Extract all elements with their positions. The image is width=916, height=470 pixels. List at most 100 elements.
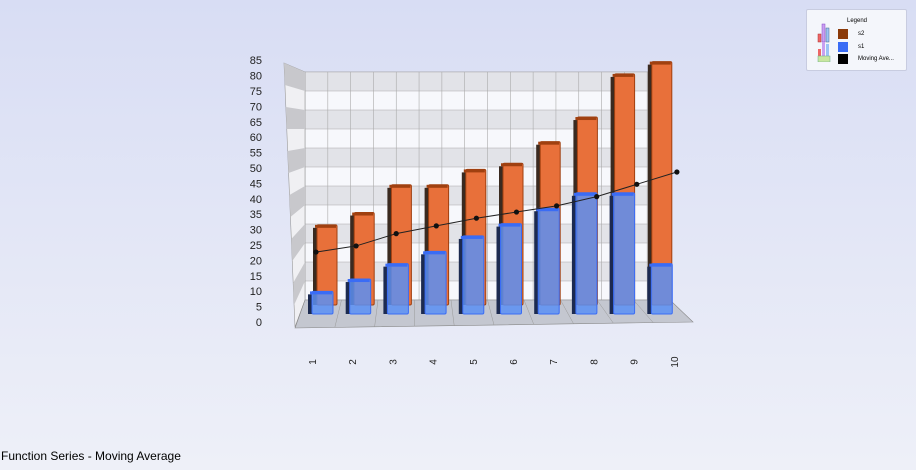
bar-side [609,195,614,314]
side-wall-band [289,186,305,217]
bar-front [462,235,485,315]
bar-top [498,223,521,227]
y-tick-label: 55 [250,148,262,160]
moving-average-point [554,203,560,209]
floor-gridline [487,299,495,326]
bar-s1 [496,223,522,315]
bar-front [575,192,598,315]
bar-top [575,117,597,121]
moving-average-point [353,243,359,249]
bar-front [349,278,372,315]
bar-front [311,290,334,315]
bar-top [536,208,559,212]
side-wall-band [285,107,305,129]
moving-average-point [393,231,399,237]
bar-front [424,250,447,315]
floor-gridline [374,299,379,327]
bar-s1 [308,290,334,315]
y-tick-label: 25 [250,240,262,252]
legend-title: Legend [847,18,868,24]
bars [308,61,673,315]
bar-top [385,263,408,267]
bar-top [573,192,596,196]
x-tick-label: 10 [670,356,681,368]
y-tick-label: 60 [250,132,262,144]
x-axis-ticks: 1 2 3 4 5 6 7 8 9 10 [308,356,681,368]
y-tick-label: 45 [250,178,262,190]
y-tick-label: 80 [250,71,262,83]
bar-side [534,211,539,314]
legend-item-s1: s1 [838,41,864,52]
y-tick-label: 20 [250,255,262,267]
floor-gridline [633,299,654,323]
bar-top [315,224,336,228]
floor-gridline [523,299,535,325]
floor-gridline [334,299,342,328]
legend-label: s2 [858,30,865,37]
x-tick-label: 6 [509,359,520,365]
floor-gridline [560,299,574,324]
y-tick-label: 65 [250,117,262,129]
bar-side [350,215,355,305]
bar-top [463,169,485,173]
moving-average-point [313,249,319,255]
bar-s1 [534,207,560,315]
y-tick-label: 15 [250,271,262,283]
bar-side [610,76,615,305]
bar-side [313,227,317,305]
bar-top [649,61,671,65]
bar-s1 [383,263,409,315]
bar-front [386,263,409,315]
bar-top [389,184,411,188]
x-tick-label: 2 [348,359,359,365]
bar-top [460,235,483,239]
moving-average-point [513,209,520,215]
bar-top [423,251,446,255]
bar-s1 [345,278,372,315]
bar-top [612,73,634,77]
moving-average-path [315,171,678,253]
floor-gridline [450,299,455,326]
y-axis-ticks: 0 5 10 15 20 25 30 35 40 45 50 55 60 65 70 75 80 85 [250,55,262,329]
y-tick-label: 30 [250,225,262,237]
bar-top [649,263,672,267]
bar-side [387,187,392,305]
x-tick-label: 3 [388,359,399,365]
bar-top [611,192,634,196]
y-tick-label: 70 [250,101,262,113]
bar-s1 [571,192,598,315]
x-tick-label: 9 [630,359,641,365]
bar-top [347,279,370,283]
bar-top [352,212,374,216]
bar-s1 [647,263,673,315]
bar-top [538,141,560,145]
y-tick-label: 85 [250,55,262,67]
y-tick-label: 10 [250,286,262,298]
x-tick-label: 7 [549,359,560,365]
moving-average-point [674,169,680,175]
bar-side [496,226,501,314]
bar-side [647,266,652,314]
bar-side [383,266,388,314]
bar-top [501,163,522,167]
y-tick-label: 75 [250,86,262,98]
legend-label: s1 [858,43,865,50]
chart-title: Function Series - Moving Average [1,449,181,463]
bar-side [458,238,463,314]
y-tick-label: 5 [256,302,262,314]
side-wall-band [291,224,305,261]
bar-top [310,291,332,295]
bar-side [345,282,350,314]
moving-average-point [433,223,439,229]
bar-front [537,207,560,315]
moving-average-point [473,215,479,221]
y-tick-label: 40 [250,194,262,206]
side-wall-band [287,148,305,173]
bar-side [647,64,652,305]
floor-gridline [596,299,614,324]
bar-front [650,263,673,315]
bar-s1 [421,250,447,315]
bar-top [426,184,448,188]
bar-side [421,254,426,314]
legend-label: Moving Ave... [858,55,894,62]
